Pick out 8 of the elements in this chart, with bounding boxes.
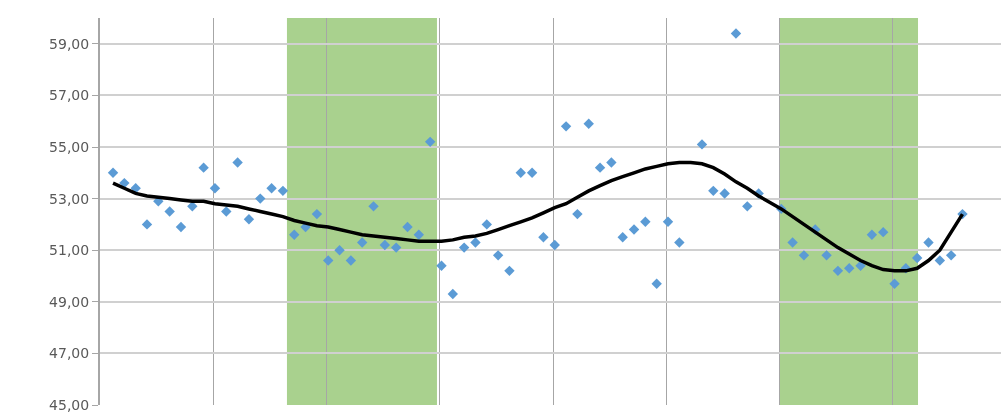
y-tick-label: 59,00 <box>49 35 90 52</box>
y-tick-label: 47,00 <box>49 345 90 362</box>
y-tick-label: 57,00 <box>49 87 90 104</box>
y-tick-label: 45,00 <box>49 396 90 413</box>
y-tick-label: 51,00 <box>49 242 90 259</box>
y-tick-label: 49,00 <box>49 293 90 310</box>
y-tick-label: 55,00 <box>49 138 90 155</box>
y-tick-label: 53,00 <box>49 190 90 207</box>
